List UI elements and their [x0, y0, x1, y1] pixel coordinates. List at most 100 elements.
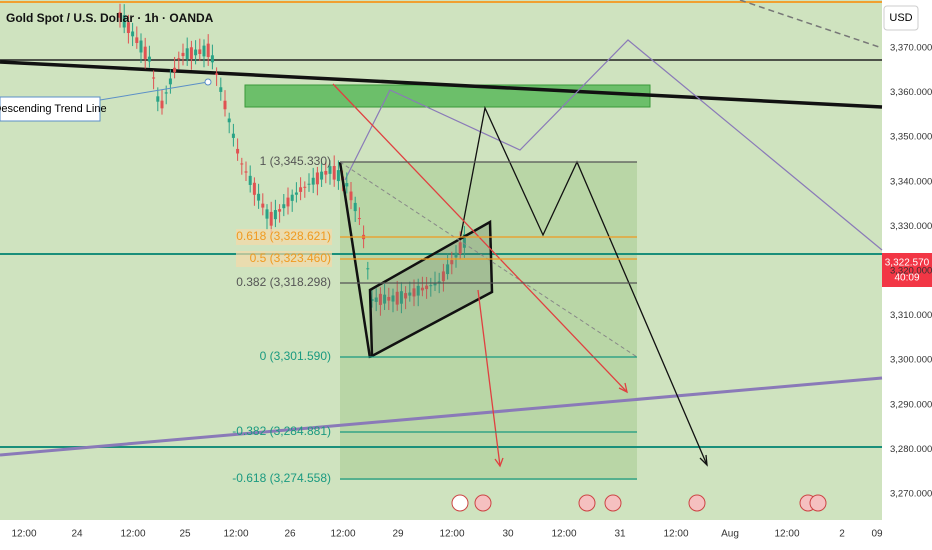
time-tick-label: 29	[392, 529, 404, 540]
fib-label: 0 (3,301.590)	[260, 349, 331, 363]
fib-label: -0.382 (3,284.881)	[232, 424, 331, 438]
candle-body	[336, 170, 340, 182]
candle-body	[366, 268, 370, 270]
time-tick-label: 12:00	[330, 529, 355, 540]
time-axis	[0, 520, 882, 550]
supply-zone	[244, 84, 651, 108]
candle-body	[202, 45, 206, 57]
event-icon	[578, 494, 596, 512]
price-tick-label: 3,270.000	[890, 489, 932, 500]
candle-body	[240, 163, 244, 165]
candle-body	[349, 191, 353, 201]
candle-body	[378, 293, 382, 305]
candle-body	[147, 56, 151, 62]
candle-body	[450, 260, 454, 265]
candle-body	[160, 100, 164, 109]
candle-body	[244, 171, 248, 173]
candle-body	[416, 285, 420, 296]
candle-body	[278, 209, 282, 212]
candle-body	[210, 55, 214, 63]
candle-body	[168, 78, 172, 85]
arrow-head	[618, 382, 628, 394]
candle-body	[126, 22, 130, 34]
candle-body	[135, 37, 139, 44]
candle-body	[223, 100, 227, 110]
time-tick-label: 26	[284, 529, 296, 540]
time-tick-label: 12:00	[120, 529, 145, 540]
price-tag	[882, 253, 932, 287]
candle-body	[294, 192, 298, 195]
time-tick-label: 12:00	[774, 529, 799, 540]
time-tick-label: 09	[871, 529, 883, 540]
current-price: 3,322.570	[885, 258, 930, 269]
candle-body	[215, 73, 219, 76]
event-icon	[604, 494, 622, 512]
candle-body	[269, 211, 273, 226]
dashed-line	[739, 0, 883, 49]
annotation-label: Descending Trend Line	[0, 103, 107, 115]
candle-body	[164, 92, 168, 94]
candle-body	[311, 177, 315, 185]
price-tick-label: 3,290.000	[890, 399, 932, 410]
candle-body	[156, 96, 160, 102]
fib-label-bg	[236, 229, 332, 245]
candle-body	[320, 171, 324, 180]
candle-body	[412, 288, 416, 297]
currency-label[interactable]: USD	[889, 12, 912, 24]
candle-body	[370, 299, 374, 301]
time-tick-label: 12:00	[551, 529, 576, 540]
time-tick-label: 12:00	[223, 529, 248, 540]
candle-body	[177, 58, 181, 60]
candle-body	[345, 183, 349, 187]
event-icon	[451, 494, 469, 512]
candle-body	[324, 170, 328, 175]
candle-body	[429, 285, 433, 287]
candle-body	[152, 77, 156, 79]
candle-body	[173, 67, 177, 72]
time-tick-label: 31	[614, 529, 626, 540]
fib-label: 0.618 (3,328.621)	[236, 229, 331, 243]
fib-label: 0.382 (3,318.298)	[236, 275, 331, 289]
candle-body	[261, 203, 265, 208]
countdown: 40:09	[894, 273, 919, 284]
projection-path	[459, 105, 708, 466]
candle-body	[433, 282, 437, 286]
candle-body	[122, 15, 126, 28]
candle-body	[462, 234, 466, 248]
red-arrow	[477, 289, 501, 467]
time-tick-label: 12:00	[11, 529, 36, 540]
time-tick-label: 25	[179, 529, 191, 540]
candle-body	[328, 166, 332, 174]
candle-body	[441, 271, 445, 282]
arrow-head	[494, 457, 504, 468]
price-tick-label: 3,360.000	[890, 87, 932, 98]
candle-body	[395, 291, 399, 305]
fib-label: 1 (3,345.330)	[260, 154, 331, 168]
time-tick-label: 24	[71, 529, 83, 540]
currency-button[interactable]	[883, 5, 919, 31]
candle-body	[189, 47, 193, 59]
chart-title: Gold Spot / U.S. Dollar · 1h · OANDA	[6, 11, 214, 25]
candle-body	[404, 293, 408, 299]
candle-body	[227, 118, 231, 123]
price-tick-label: 3,330.000	[890, 221, 932, 232]
candle-body	[286, 197, 290, 207]
event-icon	[809, 494, 827, 512]
candle-body	[391, 295, 395, 302]
annotation-anchor	[204, 78, 212, 86]
candle-body	[185, 48, 189, 60]
candle-body	[454, 252, 458, 258]
candle-body	[257, 193, 261, 201]
candle-body	[181, 52, 185, 57]
candle-body	[219, 87, 223, 92]
candle-body	[131, 31, 135, 37]
time-tick-label: 2	[839, 529, 845, 540]
price-tick-label: 3,340.000	[890, 176, 932, 187]
candle-body	[194, 49, 198, 56]
impulse-leg	[338, 161, 372, 359]
candle-body	[425, 285, 429, 290]
candle-body	[408, 292, 412, 296]
red-arrow	[332, 83, 628, 393]
candle-body	[357, 218, 361, 220]
